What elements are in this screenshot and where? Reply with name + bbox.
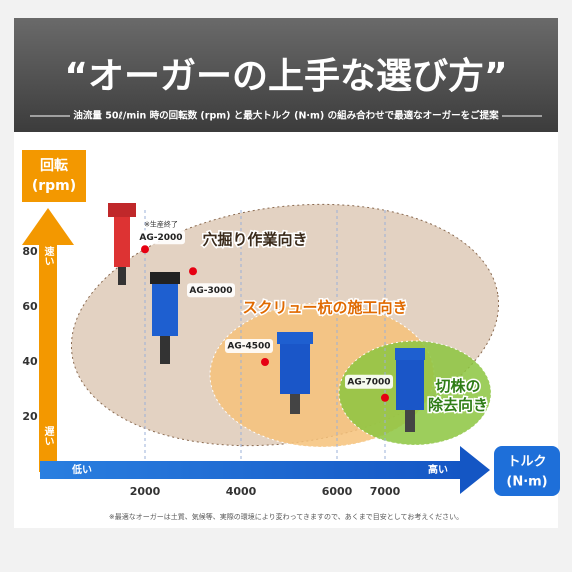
- point-label: AG-3000: [189, 286, 232, 296]
- point-label-box: [225, 339, 273, 353]
- point: [189, 267, 197, 276]
- point-note: ※生産終了: [144, 219, 178, 228]
- product-ag2000: [108, 203, 136, 285]
- y-arrow-shaft: [39, 240, 57, 472]
- point: [381, 393, 389, 402]
- point-label: AG-2000: [139, 233, 182, 243]
- x-tick-label: 4000: [226, 485, 257, 498]
- x-axis-label: (N·m): [506, 475, 547, 490]
- y-tick-label: 20: [22, 410, 38, 423]
- point-label: AG-4500: [227, 342, 270, 352]
- y-axis-label: 回転: [40, 157, 68, 174]
- product-ag7000: [395, 348, 425, 432]
- header-band: [14, 18, 558, 132]
- x-tick-label: 6000: [322, 485, 353, 498]
- point: [141, 245, 149, 254]
- product-ag4500: [277, 332, 313, 414]
- x-axis-label: トルク: [507, 455, 546, 470]
- x-tick-label: 2000: [130, 485, 161, 498]
- x-arrow-head: [460, 446, 490, 494]
- subtitle: 油流量 50ℓ/min 時の回転数 (rpm) と最大トルク (N·m) の組み…: [73, 110, 499, 122]
- point-label: AG-7000: [347, 377, 390, 387]
- y-high-label: 速い: [42, 245, 54, 266]
- title: “オーガーの上手な選び方”: [64, 56, 507, 97]
- region-label: 除去向き: [428, 396, 488, 414]
- x-arrow-shaft: [40, 461, 465, 479]
- point-label-box: [187, 283, 235, 298]
- region-label: スクリュー杭の施工向き: [242, 299, 407, 317]
- point-label-box: [345, 374, 393, 389]
- y-low-label: 遅い: [42, 426, 54, 446]
- y-arrow-head: [22, 208, 74, 245]
- y-axis-label: (rpm): [32, 178, 76, 194]
- region-label: 穴掘り作業向き: [202, 231, 307, 249]
- footnote: ※最適なオーガーは土質、気候等、実際の環境により変わってきますので、あくまで目安…: [109, 512, 463, 521]
- point-label-box: [137, 230, 185, 245]
- x-label-box: [494, 446, 560, 496]
- x-high-label: 高い: [428, 463, 448, 476]
- y-tick-label: 80: [22, 245, 38, 258]
- x-low-label: 低い: [71, 463, 92, 476]
- y-label-box: [22, 150, 86, 202]
- x-tick-label: 7000: [370, 485, 401, 498]
- y-tick-label: 40: [22, 355, 38, 368]
- point: [261, 358, 269, 366]
- region-label: 切株の: [435, 377, 480, 395]
- product-ag3000: [150, 272, 180, 364]
- y-tick-label: 60: [22, 300, 38, 313]
